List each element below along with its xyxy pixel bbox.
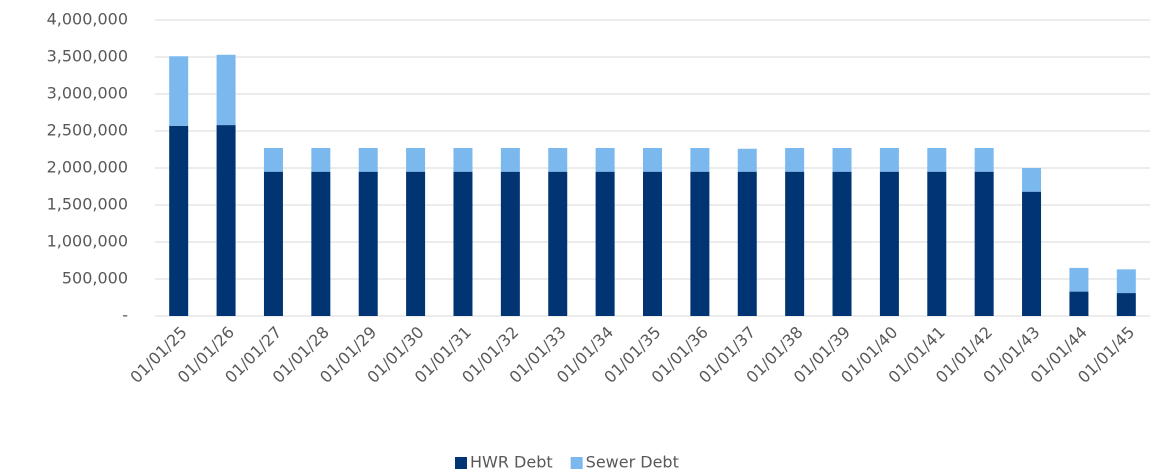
bar-segment: [832, 171, 852, 316]
bar-segment: [927, 171, 947, 316]
bar-segment: [785, 148, 805, 172]
bar-segment: [1022, 191, 1042, 316]
bar-segment: [595, 171, 615, 316]
bar-segment: [927, 148, 947, 172]
bar-segment: [974, 171, 994, 316]
bar-segment: [785, 171, 805, 316]
bar-segment: [406, 148, 426, 172]
bar-segment: [1069, 267, 1089, 292]
bar-segment: [643, 148, 662, 172]
y-tick-label: 1,500,000: [47, 195, 128, 214]
legend-swatch: [570, 457, 583, 469]
y-tick-label: 3,500,000: [47, 47, 128, 66]
bar-segment: [1069, 291, 1089, 316]
bar-segment: [879, 171, 899, 316]
bar-segment: [453, 171, 473, 316]
bar-segment: [1116, 293, 1136, 316]
bar-segment: [1022, 168, 1042, 192]
bar-segment: [737, 148, 757, 172]
y-tick-label: 1,000,000: [47, 232, 128, 251]
y-tick-label: 2,000,000: [47, 158, 128, 177]
bar-segment: [500, 148, 520, 172]
bar-segment: [453, 148, 473, 172]
legend-swatch: [455, 457, 467, 469]
bar-segment: [974, 148, 994, 172]
y-tick-label: 2,500,000: [47, 121, 128, 140]
bar-segment: [406, 171, 426, 316]
bar-segment: [548, 148, 568, 172]
y-tick-label: -: [122, 306, 128, 325]
bar-segment: [216, 125, 236, 316]
bar-segment: [690, 171, 710, 316]
bar-segment: [643, 171, 662, 316]
bar-segment: [311, 171, 331, 316]
bar-segment: [1116, 269, 1136, 294]
bar-segment: [311, 148, 331, 172]
bar-segment: [263, 171, 283, 316]
legend-label: Sewer Debt: [586, 453, 679, 472]
legend-label: HWR Debt: [470, 453, 553, 472]
bar-segment: [358, 171, 378, 316]
bar-segment: [690, 148, 710, 172]
bar-segment: [169, 56, 189, 126]
bar-segment: [169, 125, 189, 316]
bar-segment: [595, 148, 615, 172]
y-tick-label: 4,000,000: [47, 10, 128, 29]
bar-segment: [216, 54, 236, 126]
bar-segment: [263, 148, 283, 172]
bar-segment: [548, 171, 568, 316]
y-tick-label: 500,000: [62, 269, 128, 288]
bar-segment: [500, 171, 520, 316]
y-tick-label: 3,000,000: [47, 84, 128, 103]
bar-segment: [879, 148, 899, 172]
bar-segment: [737, 171, 757, 316]
bar-segment: [358, 148, 378, 172]
bar-segment: [832, 148, 852, 172]
